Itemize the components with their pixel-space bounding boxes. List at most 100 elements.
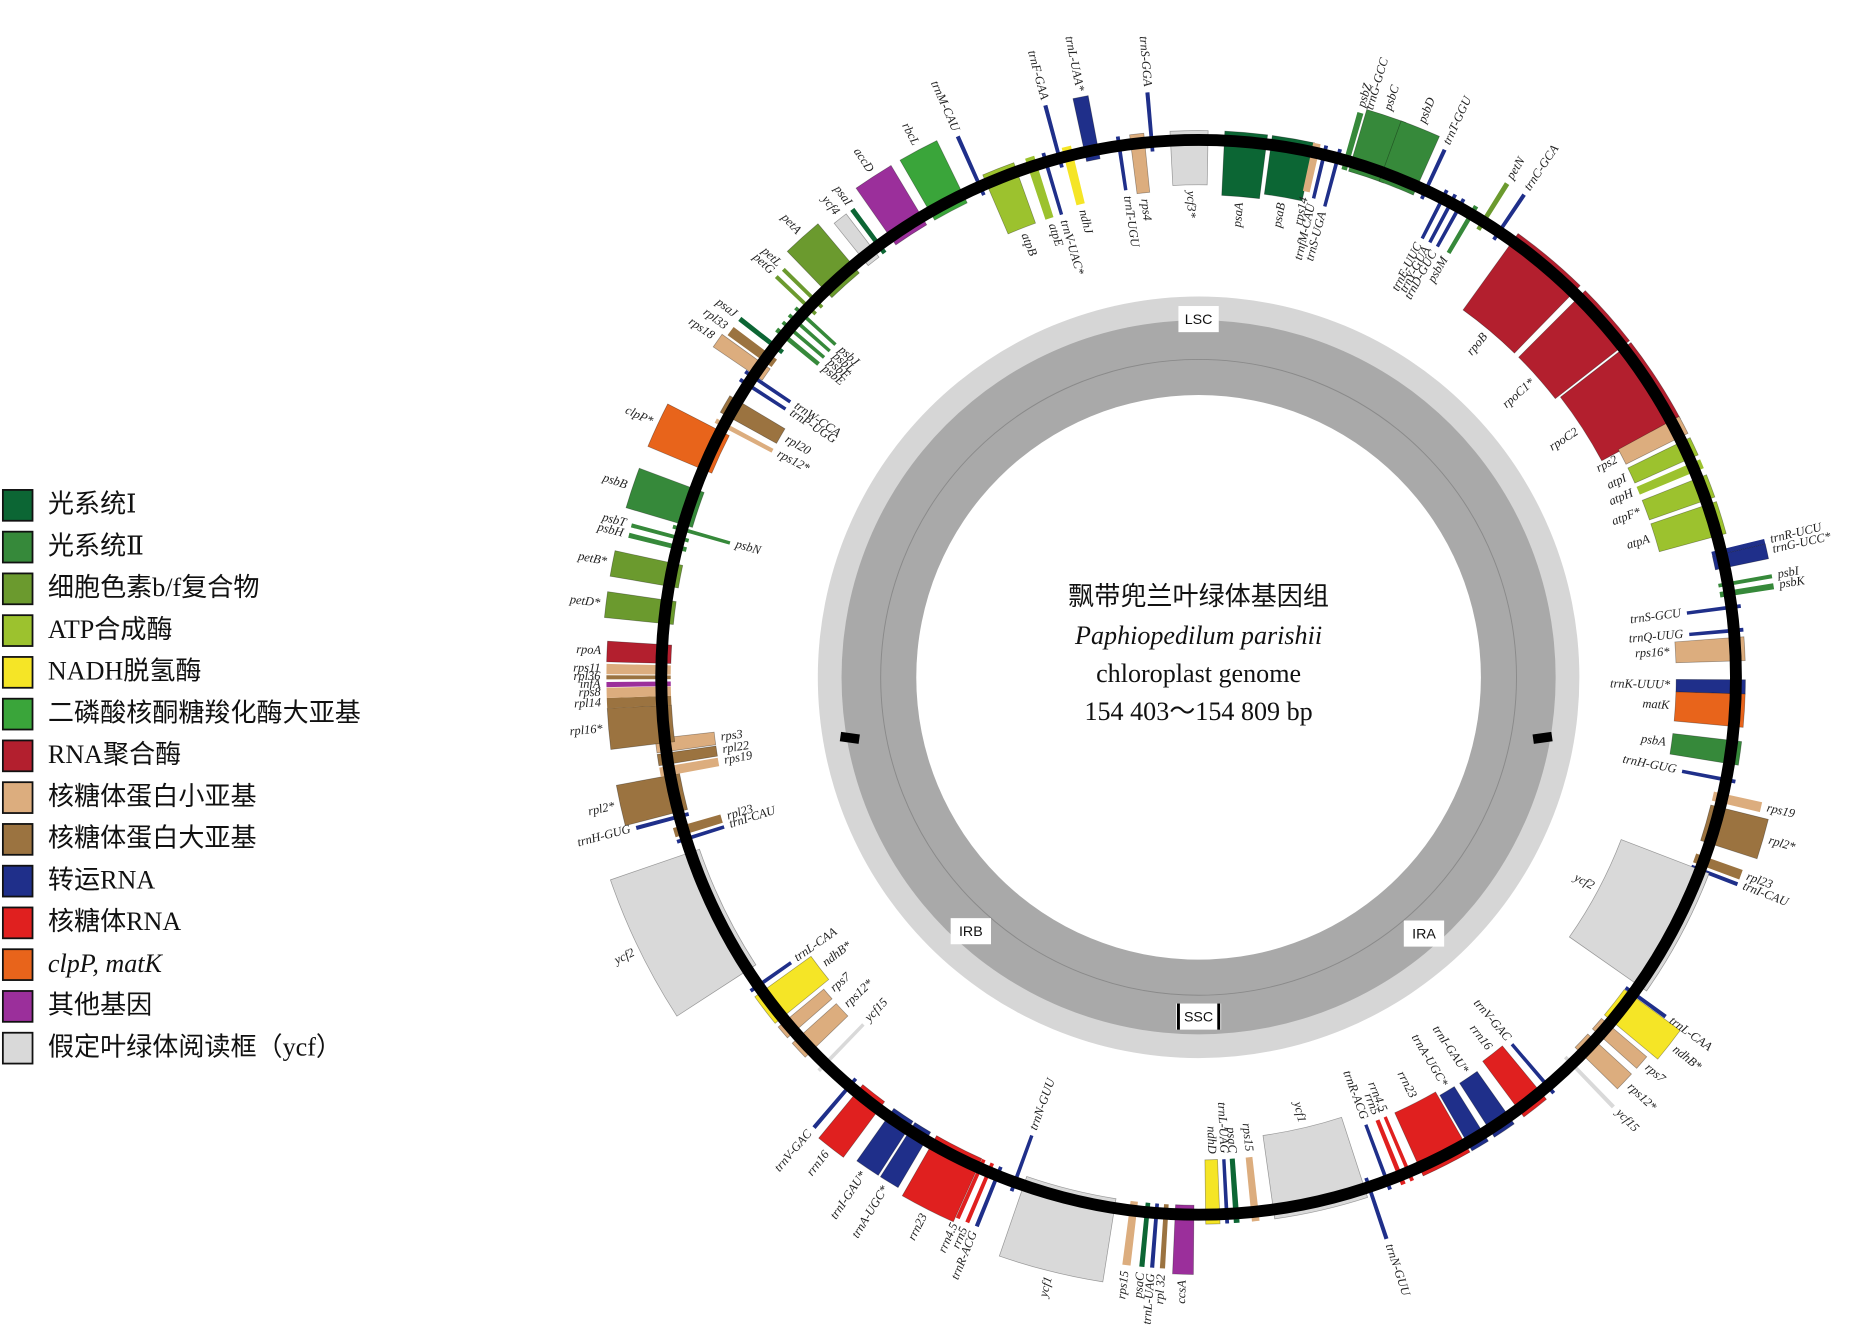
legend-swatch: [1, 572, 34, 606]
gene-label: psbH: [595, 519, 626, 539]
genome-ring: [655, 134, 1742, 1221]
gene-label: rpl16*: [569, 721, 604, 738]
gene-block: [1364, 1177, 1389, 1240]
legend-label: NADH脱氢酶: [48, 657, 202, 686]
gene-label: rpl2*: [587, 799, 617, 819]
gene-label: trnT-GGU: [1440, 93, 1475, 147]
gene-label: ndhJ: [1076, 208, 1096, 235]
gene-label: rps3: [720, 727, 744, 744]
gene-block: [1673, 691, 1746, 728]
gene-label: rpoC1*: [1499, 375, 1537, 411]
gene-block: [1675, 679, 1746, 695]
legend-swatch: [1, 864, 34, 898]
legend-label: 光系统Ⅰ: [48, 490, 137, 519]
legend-label: 光系统Ⅱ: [48, 531, 144, 560]
gene-label: psaA: [1230, 201, 1246, 228]
legend-label: 转运RNA: [48, 865, 155, 894]
gene-block: [1559, 342, 1681, 462]
gene-label: rps2: [1594, 452, 1620, 475]
gene-label: rbcL: [899, 120, 922, 147]
legend-swatch: [1, 697, 34, 731]
boundary-mark: [839, 731, 860, 744]
gene-label: rps19: [723, 748, 754, 767]
gene-block: [1043, 104, 1064, 168]
gene-label: trnC-GCA: [1521, 142, 1562, 193]
gene-block: [606, 681, 671, 688]
gene-label: psbT: [600, 509, 629, 529]
gene-label: trnL-UAA*: [1062, 35, 1087, 93]
legend-label: ATP合成酶: [48, 615, 173, 644]
gene-block: [955, 1158, 986, 1220]
gene-block: [606, 686, 672, 699]
gene-label: psaC: [1131, 1271, 1148, 1299]
gene-block: [1041, 152, 1064, 216]
gene-block: [1669, 733, 1743, 766]
gene-label: atpF*: [1610, 504, 1643, 528]
region-label: SSC: [1184, 1010, 1213, 1026]
legend-label: 二磷酸核酮糖羧化酶大亚基: [48, 698, 361, 727]
gene-label: rps12*: [1625, 1080, 1660, 1114]
gene-block: [1204, 1159, 1221, 1225]
gene-label: ycf1: [1036, 1275, 1055, 1300]
gene-block: [1245, 1156, 1260, 1222]
gene-block: [609, 848, 757, 1017]
gene-label: rpl22: [721, 738, 750, 756]
gene-label: rps16*: [1635, 644, 1671, 660]
gene-label: ycf1: [1291, 1098, 1310, 1123]
gene-label: ycf2: [1570, 869, 1597, 892]
legend-swatch: [1, 823, 34, 856]
gene-label: rpl36: [574, 669, 602, 683]
gene-label: rps15: [1240, 1122, 1257, 1152]
gene-label: ndhD: [1204, 1126, 1219, 1154]
gene-block: [1674, 636, 1746, 664]
gene-block: [1636, 459, 1704, 495]
legend-swatch: [1, 990, 34, 1023]
gene-label: trnS-GCU: [1629, 606, 1683, 627]
gene-label: accD: [851, 145, 877, 175]
gene-label: rpl2*: [1767, 833, 1798, 854]
gene-block: [1150, 1203, 1160, 1268]
gene-label: atpB: [1018, 231, 1040, 258]
gene-label: trnH-GUG: [576, 822, 632, 850]
gene-block: [1563, 1055, 1615, 1109]
gene-label: matK: [1642, 696, 1670, 712]
gene-label: rpoA: [576, 642, 602, 657]
gene-label: rps14: [1291, 196, 1311, 227]
gene-label: psbK: [1777, 573, 1806, 591]
legend-label: 核糖体RNA: [48, 907, 181, 936]
legend-swatch: [1, 739, 34, 773]
gene-block: [606, 640, 673, 664]
gene-label: ycf2: [610, 945, 637, 968]
gene-block: [1462, 233, 1581, 354]
gene-block: [1122, 1200, 1138, 1266]
gene-block: [965, 1162, 995, 1224]
legend-swatch: [1, 948, 34, 981]
gene-label: ccsA: [1174, 1280, 1189, 1304]
gene-label: rpoC2: [1546, 424, 1580, 453]
gene-label: rpl14: [574, 695, 602, 710]
region-label: IRB: [959, 924, 983, 940]
gene-label: rps7: [1642, 1060, 1668, 1086]
gene-block: [606, 663, 671, 675]
gene-label: trnN-GUU: [1026, 1076, 1058, 1132]
gene-label: trnM-CAU: [928, 78, 963, 134]
gene-label: trnQ-UUG: [1628, 627, 1684, 646]
gene-label: rrn16: [803, 1147, 832, 1179]
legend: 光系统Ⅰ 光系统Ⅱ 细胞色素b/f复合物 ATP合成酶 NADH脱氢酶二磷酸核酮糖羧化酶…: [1, 489, 361, 1065]
gene-label: psbD: [1415, 95, 1438, 126]
gene-block: [606, 675, 671, 680]
region-box: [1178, 306, 1219, 333]
region-label: IRA: [1412, 927, 1436, 943]
gene-label: trnL-UAG: [1215, 1102, 1232, 1154]
legend-swatch: [1, 656, 34, 689]
legend-label: 细胞色素b/f复合物: [48, 573, 260, 602]
gene-block: [604, 591, 677, 625]
gene-label: rpl 32: [1152, 1274, 1168, 1305]
gene-label: ycf3*: [1184, 189, 1199, 219]
legend-label: 核糖体蛋白大亚基: [48, 824, 257, 853]
gene-label: psbZ: [1354, 81, 1375, 110]
gene-label: rps11: [573, 660, 601, 674]
gene-block: [955, 135, 986, 196]
